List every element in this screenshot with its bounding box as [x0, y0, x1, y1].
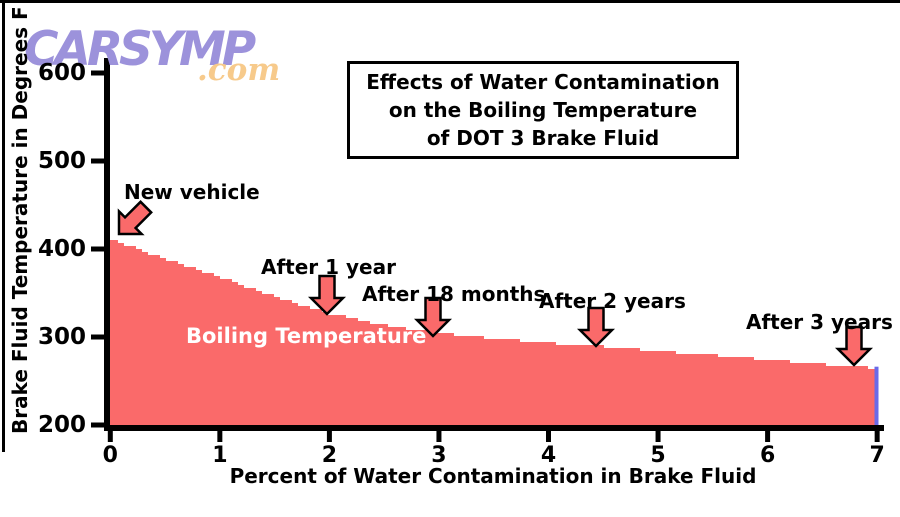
after-1-year-arrow-icon — [307, 274, 347, 316]
y-tick-label-600: 600 — [37, 60, 86, 86]
x-tick-mark — [436, 431, 442, 442]
x-tick-mark — [874, 431, 880, 442]
x-tick-label-7: 7 — [869, 443, 885, 468]
y-tick-label-400: 400 — [37, 236, 86, 262]
after-18-months-annotation: After 18 months — [362, 282, 546, 306]
chart-title-line-3: of DOT 3 Brake Fluid — [426, 126, 660, 150]
x-tick-mark — [765, 431, 771, 442]
x-tick-label-6: 6 — [759, 443, 776, 468]
x-tick-label-0: 0 — [102, 443, 118, 468]
x-tick-mark — [655, 431, 661, 442]
after-2-years-arrow-icon — [576, 306, 616, 348]
x-tick-label-1: 1 — [212, 443, 228, 468]
chart-title-box: Effects of Water Contamination on the Bo… — [347, 61, 739, 159]
x-tick-mark — [326, 431, 332, 442]
after-2-years-annotation: After 2 years — [539, 289, 686, 313]
y-tick-mark — [91, 422, 104, 428]
new-vehicle-annotation: New vehicle — [124, 180, 260, 204]
x-axis-line — [104, 425, 884, 431]
carsymp-logo-suffix: .com — [197, 52, 281, 88]
x-axis-title: Percent of Water Contamination in Brake … — [229, 464, 757, 488]
x-tick-label-2: 2 — [321, 443, 338, 468]
y-tick-mark — [91, 158, 104, 164]
x-tick-label-4: 4 — [540, 443, 557, 468]
chart-title-line-1: Effects of Water Contamination — [366, 70, 720, 94]
new-vehicle-arrow-icon — [117, 200, 153, 236]
page-border-top — [0, 0, 900, 3]
x-tick-mark — [546, 431, 551, 442]
y-tick-mark — [91, 70, 104, 76]
boiling-temperature-area — [107, 240, 877, 428]
carsymp-logo: CARSYMP — [24, 22, 256, 77]
after-3-years-annotation: After 3 years — [746, 310, 893, 334]
y-axis-title: Brake Fluid Temperature in Degrees F — [8, 6, 32, 434]
y-tick-mark — [91, 334, 104, 340]
x-tick-label-5: 5 — [650, 443, 666, 468]
y-tick-mark — [91, 246, 104, 252]
x-tick-label-3: 3 — [431, 443, 447, 468]
y-axis-line — [104, 58, 110, 431]
boiling-temperature-series-label: Boiling Temperature — [186, 324, 427, 348]
y-tick-label-200: 200 — [37, 412, 86, 438]
after-3-years-arrow-icon — [834, 325, 874, 367]
chart-title-line-2: on the Boiling Temperature — [388, 98, 698, 122]
y-tick-label-300: 300 — [37, 324, 86, 350]
after-18-months-arrow-icon — [413, 296, 453, 338]
y-tick-label-500: 500 — [37, 148, 86, 174]
x-tick-mark — [217, 431, 223, 442]
page-border-left — [2, 0, 5, 452]
x-tick-mark — [107, 431, 113, 442]
after-1-year-annotation: After 1 year — [261, 255, 396, 279]
